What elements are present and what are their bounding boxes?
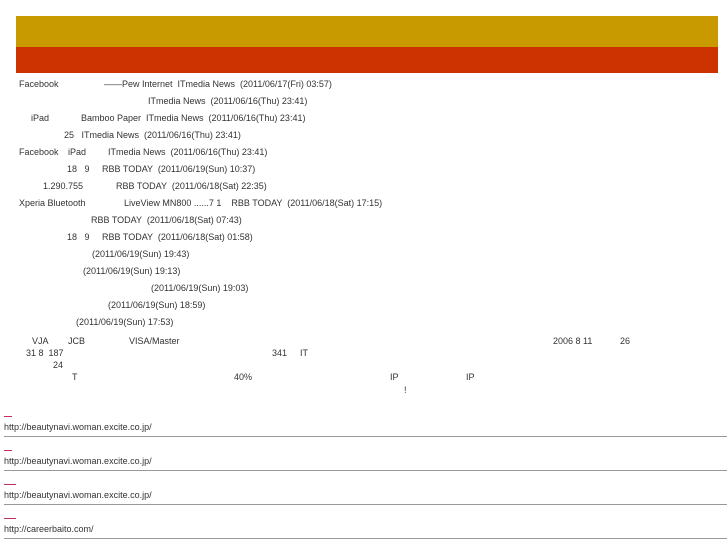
info-text: VISA/Master <box>129 336 180 346</box>
divider <box>4 436 727 437</box>
info-text: JCB <box>68 336 86 346</box>
news-item[interactable]: (2011/06/19(Sun) 19:13) <box>83 266 181 276</box>
info-text: T <box>72 372 78 382</box>
header-bar-red <box>16 47 718 73</box>
link-title-dash <box>4 416 12 417</box>
news-item[interactable]: iPad <box>31 113 50 123</box>
news-item[interactable]: 25 ITmedia News (2011/06/16(Thu) 23:41) <box>64 130 241 140</box>
news-item[interactable]: LiveView MN800 ......7 1 RBB TODAY (2011… <box>124 198 383 208</box>
news-item[interactable]: (2011/06/19(Sun) 17:53) <box>76 317 174 327</box>
info-text: IP <box>466 372 475 382</box>
news-item[interactable]: RBB TODAY (2011/06/18(Sat) 22:35) <box>116 181 267 191</box>
link-title-dash <box>4 484 16 485</box>
news-item[interactable]: (2011/06/19(Sun) 18:59) <box>108 300 206 310</box>
info-text: 341 <box>272 348 288 358</box>
link-url[interactable]: http://beautynavi.woman.excite.co.jp/ <box>4 456 152 466</box>
header-bar-gold <box>16 16 718 47</box>
info-text: ! <box>404 385 407 395</box>
news-item[interactable]: ITmedia News (2011/06/16(Thu) 23:41) <box>108 147 268 157</box>
info-text: 40% <box>234 372 253 382</box>
divider <box>4 538 727 539</box>
divider <box>4 470 727 471</box>
news-item[interactable]: Xperia Bluetooth <box>19 198 86 208</box>
info-text: 2006 8 11 <box>553 336 593 346</box>
link-title-dash <box>4 450 12 451</box>
divider <box>4 504 727 505</box>
link-url[interactable]: http://beautynavi.woman.excite.co.jp/ <box>4 490 152 500</box>
link-url[interactable]: http://beautynavi.woman.excite.co.jp/ <box>4 422 152 432</box>
news-item[interactable]: 18 9 RBB TODAY (2011/06/18(Sat) 01:58) <box>67 232 253 242</box>
link-url[interactable]: http://careerbaito.com/ <box>4 524 94 534</box>
info-text: 24 <box>53 360 64 370</box>
link-title-dash <box>4 518 16 519</box>
info-text: IP <box>390 372 399 382</box>
news-item[interactable]: (2011/06/19(Sun) 19:43) <box>92 249 190 259</box>
news-item[interactable]: iPad <box>68 147 87 157</box>
news-item[interactable]: Bamboo Paper ITmedia News (2011/06/16(Th… <box>81 113 306 123</box>
info-text: IT <box>300 348 308 358</box>
news-item[interactable]: RBB TODAY (2011/06/18(Sat) 07:43) <box>91 215 242 225</box>
news-item[interactable]: ITmedia News (2011/06/16(Thu) 23:41) <box>148 96 308 106</box>
info-text: 26 <box>620 336 631 346</box>
news-item[interactable]: Facebook <box>19 79 59 89</box>
news-item[interactable]: Facebook <box>19 147 59 157</box>
news-item[interactable]: (2011/06/19(Sun) 19:03) <box>151 283 249 293</box>
info-text: VJA <box>32 336 49 346</box>
news-item[interactable]: ——Pew Internet ITmedia News (2011/06/17(… <box>104 79 332 89</box>
info-text: 31 8 187 <box>26 348 64 358</box>
news-item[interactable]: 1.290.755 <box>43 181 84 191</box>
news-item[interactable]: 18 9 RBB TODAY (2011/06/19(Sun) 10:37) <box>67 164 256 174</box>
